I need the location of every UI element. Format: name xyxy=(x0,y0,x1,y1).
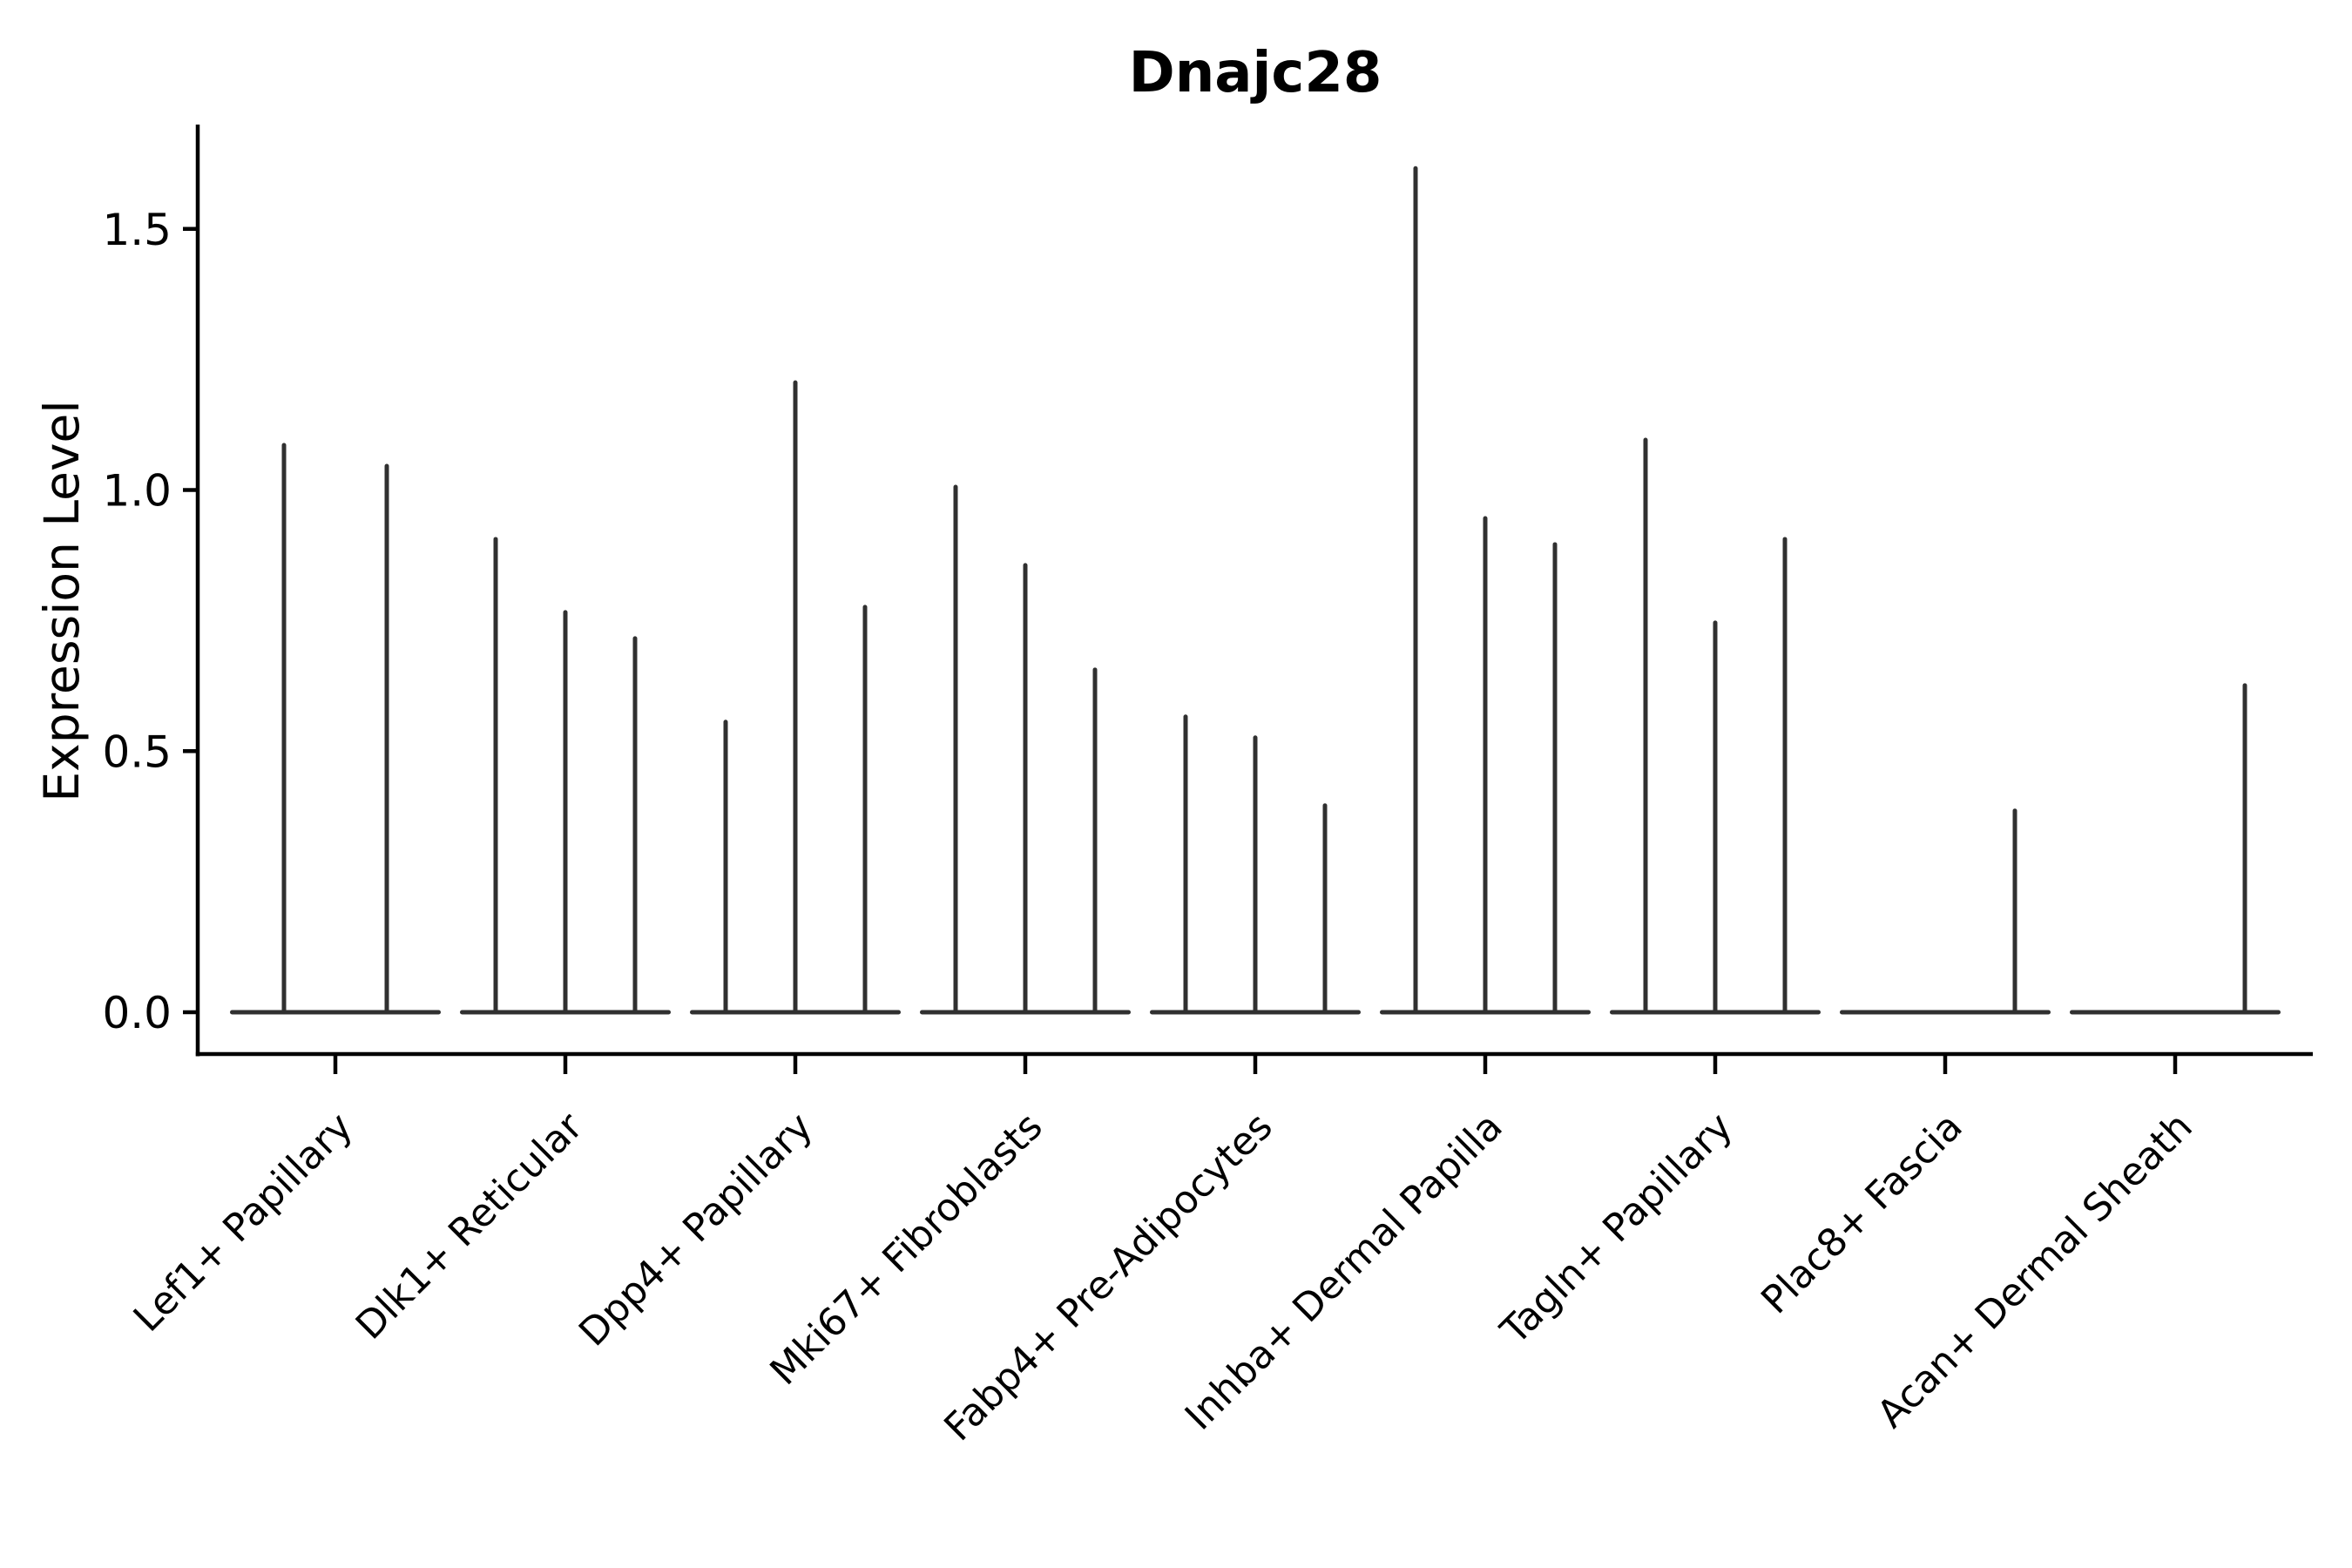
x-tick-label: Dpp4+ Papillary xyxy=(571,1105,821,1355)
violin-spike xyxy=(1713,620,1718,1015)
violin-spike xyxy=(563,610,568,1015)
violin-group xyxy=(2070,683,2281,1015)
violin-spike xyxy=(953,484,958,1015)
violin-spike xyxy=(632,636,638,1015)
x-tick-label: Lef1+ Papillary xyxy=(125,1105,362,1341)
violin-spike xyxy=(723,720,728,1015)
violin-group xyxy=(920,484,1131,1015)
violin-baseline xyxy=(230,1010,441,1015)
violin-spike xyxy=(1253,735,1258,1015)
violin-group xyxy=(230,443,441,1015)
violin-baseline xyxy=(1840,1010,2051,1015)
violin-spike xyxy=(1483,516,1488,1015)
y-tick-label: 1.0 xyxy=(102,466,172,517)
violin-group xyxy=(1610,437,1821,1015)
axes-layer xyxy=(195,125,2313,1057)
violin-group xyxy=(460,537,671,1015)
violin-spike xyxy=(1322,803,1328,1015)
y-axis-label: Expression Level xyxy=(34,400,90,801)
violin-spike xyxy=(2012,808,2017,1015)
y-tick-label: 1.5 xyxy=(102,205,172,255)
x-tick-label: Dlk1+ Reticular xyxy=(348,1104,592,1348)
violin-spike xyxy=(1643,437,1648,1015)
violin-baseline xyxy=(2070,1010,2281,1015)
x-tick-label: Plac8+ Fascia xyxy=(1753,1105,1971,1323)
violin-group xyxy=(1840,808,2051,1015)
violin-group xyxy=(690,380,901,1015)
violins-layer xyxy=(230,166,2281,1015)
x-tick-label: Tagln+ Papillary xyxy=(1492,1105,1741,1354)
y-tick-label: 0.5 xyxy=(102,727,172,777)
y-tick-label: 0.0 xyxy=(102,988,172,1038)
violin-spike xyxy=(384,463,389,1015)
violin-spike xyxy=(1413,166,1418,1015)
violin-spike xyxy=(1183,714,1188,1015)
violin-spike xyxy=(862,605,868,1015)
violin-spike xyxy=(1092,667,1098,1015)
violin-group xyxy=(1380,166,1591,1015)
chart-title: Dnajc28 xyxy=(1129,41,1382,105)
y-ticks-layer: 0.0 0.5 1.0 1.5 xyxy=(102,205,196,1038)
violin-spike xyxy=(2242,683,2247,1015)
violin-group xyxy=(1150,714,1361,1015)
violin-spike xyxy=(1023,563,1028,1015)
violin-spike xyxy=(281,443,287,1015)
violin-spike xyxy=(493,537,498,1015)
violin-spike xyxy=(1782,537,1788,1015)
violin-spike xyxy=(1552,542,1558,1015)
violin-spike xyxy=(793,380,798,1015)
